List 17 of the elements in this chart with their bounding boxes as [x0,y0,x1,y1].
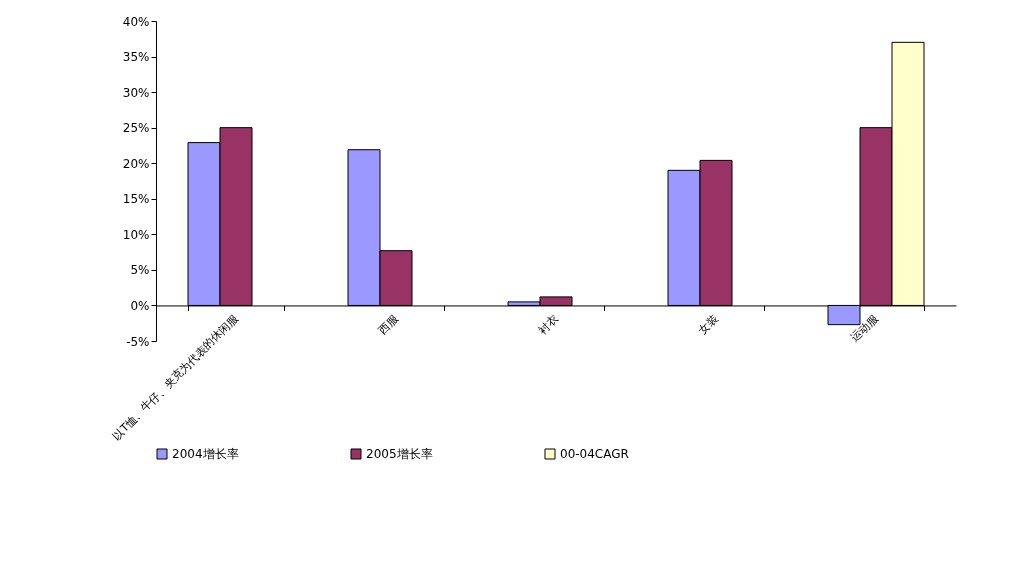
x-tick-label: 衬衣 [535,311,561,337]
y-tick-label: 15% [122,192,150,207]
legend-label: 00-04CAGR [560,447,629,461]
x-tick-label: 西服 [375,311,401,337]
y-tick-label: 20% [122,156,150,171]
x-tick-label: 运动服 [848,311,881,345]
x-tick-label: 女装 [695,311,721,337]
y-tick-label: 25% [122,121,150,136]
legend-label: 2005增长率 [366,447,433,461]
y-tick-label: -5% [126,334,150,349]
y-tick-label: 40% [122,14,150,29]
y-tick-label: 5% [130,263,150,278]
legend-label: 2004增长率 [172,447,239,461]
y-tick-label: 0% [130,298,150,313]
y-tick-label: 35% [122,50,150,65]
y-tick-label: 10% [122,227,150,242]
y-tick-label: 30% [122,85,150,100]
